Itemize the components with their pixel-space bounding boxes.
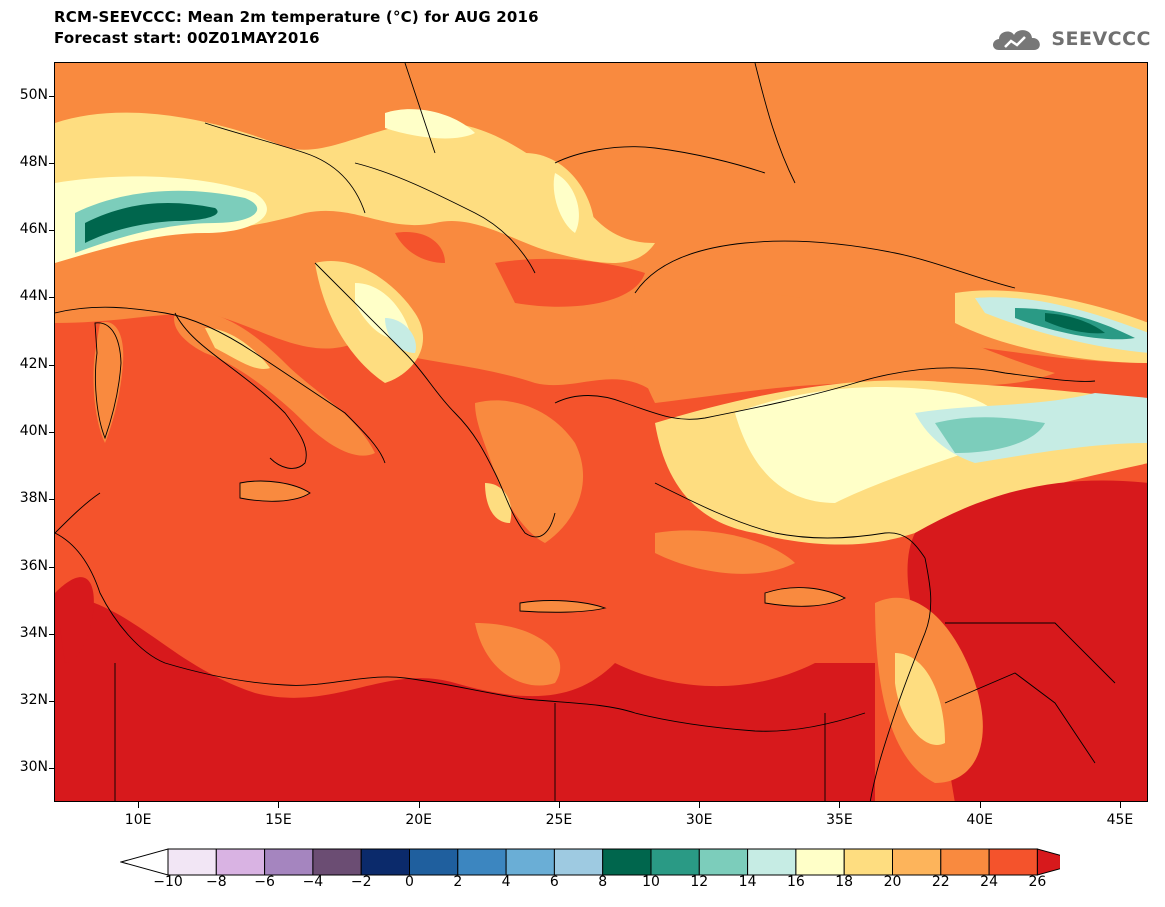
colorbar-tick-label: −2 bbox=[350, 874, 372, 890]
colorbar-tick-label: −8 bbox=[205, 874, 227, 890]
colorbar-swatch bbox=[505, 848, 555, 876]
lat-tick bbox=[49, 701, 54, 703]
logo-text: SEEVCCC bbox=[1051, 28, 1151, 50]
lat-tick bbox=[49, 364, 54, 366]
map-canvas bbox=[55, 63, 1147, 801]
lat-tick-label: 44N bbox=[19, 288, 48, 305]
colorbar-swatch bbox=[940, 848, 990, 876]
lon-tick-label: 35E bbox=[826, 812, 853, 828]
lon-tick-label: 45E bbox=[1106, 812, 1134, 828]
cyprus-land bbox=[765, 587, 845, 607]
colorbar-tick-label: −4 bbox=[302, 874, 324, 890]
lat-tick-label: 48N bbox=[19, 153, 48, 170]
colorbar-swatch bbox=[698, 848, 749, 876]
colorbar-swatch bbox=[409, 848, 459, 876]
forecast-start: Forecast start: 00Z01MAY2016 bbox=[54, 29, 320, 47]
lon-tick-label: 30E bbox=[685, 812, 713, 828]
colorbar-tick-label: −10 bbox=[153, 874, 183, 890]
lon-tick-label: 15E bbox=[265, 812, 292, 828]
colorbar-swatch bbox=[892, 848, 942, 876]
lat-tick bbox=[49, 297, 54, 299]
colorbar-tick-label: 2 bbox=[453, 874, 463, 890]
colorbar-swatch bbox=[360, 848, 410, 876]
colorbar-tick-label: 26 bbox=[1028, 874, 1047, 890]
lat-tick bbox=[49, 230, 54, 232]
lon-tick-label: 25E bbox=[545, 812, 573, 828]
colorbar-swatch bbox=[264, 848, 314, 876]
crete-land bbox=[520, 600, 605, 613]
map-title: RCM-SEEVCCC: Mean 2m temperature (°C) fo… bbox=[54, 8, 539, 26]
colorbar-tick-label: 22 bbox=[931, 874, 950, 890]
lat-tick bbox=[49, 566, 54, 568]
colorbar-swatch bbox=[312, 848, 362, 876]
lon-tick bbox=[699, 802, 701, 808]
colorbar-tick-label: 20 bbox=[883, 874, 902, 890]
lat-tick-label: 36N bbox=[19, 557, 48, 574]
lon-tick bbox=[138, 802, 140, 808]
colorbar-swatch bbox=[650, 848, 700, 876]
lat-tick-label: 46N bbox=[19, 221, 48, 238]
cloud-icon bbox=[993, 30, 1041, 50]
colorbar-swatch bbox=[457, 848, 507, 876]
colorbar-tick-label: 14 bbox=[738, 874, 757, 890]
colorbar-tick-label: 4 bbox=[501, 874, 511, 890]
lon-tick-label: 20E bbox=[405, 812, 432, 828]
colorbar-tick-label: 8 bbox=[598, 874, 608, 890]
colorbar-tick-label: 12 bbox=[690, 874, 709, 890]
lat-tick bbox=[49, 499, 54, 501]
colorbar-tick-label: −6 bbox=[254, 874, 275, 890]
colorbar-tick-label: 10 bbox=[642, 874, 660, 890]
colorbar-swatch bbox=[602, 848, 652, 876]
greece-land bbox=[475, 400, 584, 543]
colorbar-swatch bbox=[167, 848, 217, 876]
lat-tick-label: 40N bbox=[19, 423, 48, 439]
colorbar-tick-label: 16 bbox=[786, 874, 805, 890]
colorbar-swatch bbox=[747, 848, 797, 876]
lat-tick-label: 50N bbox=[19, 86, 48, 103]
lon-tick-label: 40E bbox=[966, 812, 994, 828]
colorbar-swatch bbox=[553, 848, 604, 876]
colorbar-high-triangle bbox=[1036, 848, 1060, 876]
colorbar-tick-label: 6 bbox=[549, 874, 559, 890]
sicily-land bbox=[240, 481, 310, 502]
lat-tick-label: 42N bbox=[19, 355, 48, 372]
temperature-map bbox=[54, 62, 1148, 802]
coastlines-borders bbox=[55, 63, 1116, 801]
lat-tick-label: 34N bbox=[19, 624, 48, 641]
colorbar bbox=[120, 848, 1060, 876]
lat-tick bbox=[49, 633, 54, 635]
lon-tick bbox=[418, 802, 420, 808]
colorbar-tick-label: 0 bbox=[405, 874, 414, 890]
lon-tick bbox=[839, 802, 841, 808]
colorbar-low-triangle bbox=[120, 848, 169, 876]
colorbar-swatch bbox=[988, 848, 1038, 876]
alps-cold-zone bbox=[85, 203, 218, 243]
lat-tick bbox=[49, 162, 54, 164]
lat-tick-label: 30N bbox=[19, 759, 48, 776]
colorbar-swatch bbox=[843, 848, 894, 876]
lon-tick bbox=[979, 802, 981, 808]
lon-tick bbox=[278, 802, 280, 808]
north-africa-land bbox=[55, 593, 875, 801]
colorbar-swatch bbox=[795, 848, 845, 876]
lat-tick bbox=[49, 432, 54, 433]
lon-tick bbox=[558, 802, 560, 808]
lat-tick bbox=[49, 768, 54, 770]
lat-tick-label: 38N bbox=[19, 490, 48, 507]
lon-tick-label: 10E bbox=[124, 812, 152, 828]
colorbar-tick-label: 18 bbox=[835, 874, 854, 890]
lat-tick bbox=[49, 95, 54, 97]
danube-plain-hot bbox=[495, 258, 645, 307]
lat-tick-label: 32N bbox=[19, 692, 48, 709]
colorbar-swatch bbox=[215, 848, 266, 876]
sardinia-corsica bbox=[93, 322, 124, 443]
lon-tick bbox=[1119, 802, 1121, 808]
seevccc-logo: SEEVCCC bbox=[989, 24, 1151, 54]
colorbar-tick-label: 24 bbox=[980, 874, 998, 890]
black-sea bbox=[631, 289, 1055, 403]
